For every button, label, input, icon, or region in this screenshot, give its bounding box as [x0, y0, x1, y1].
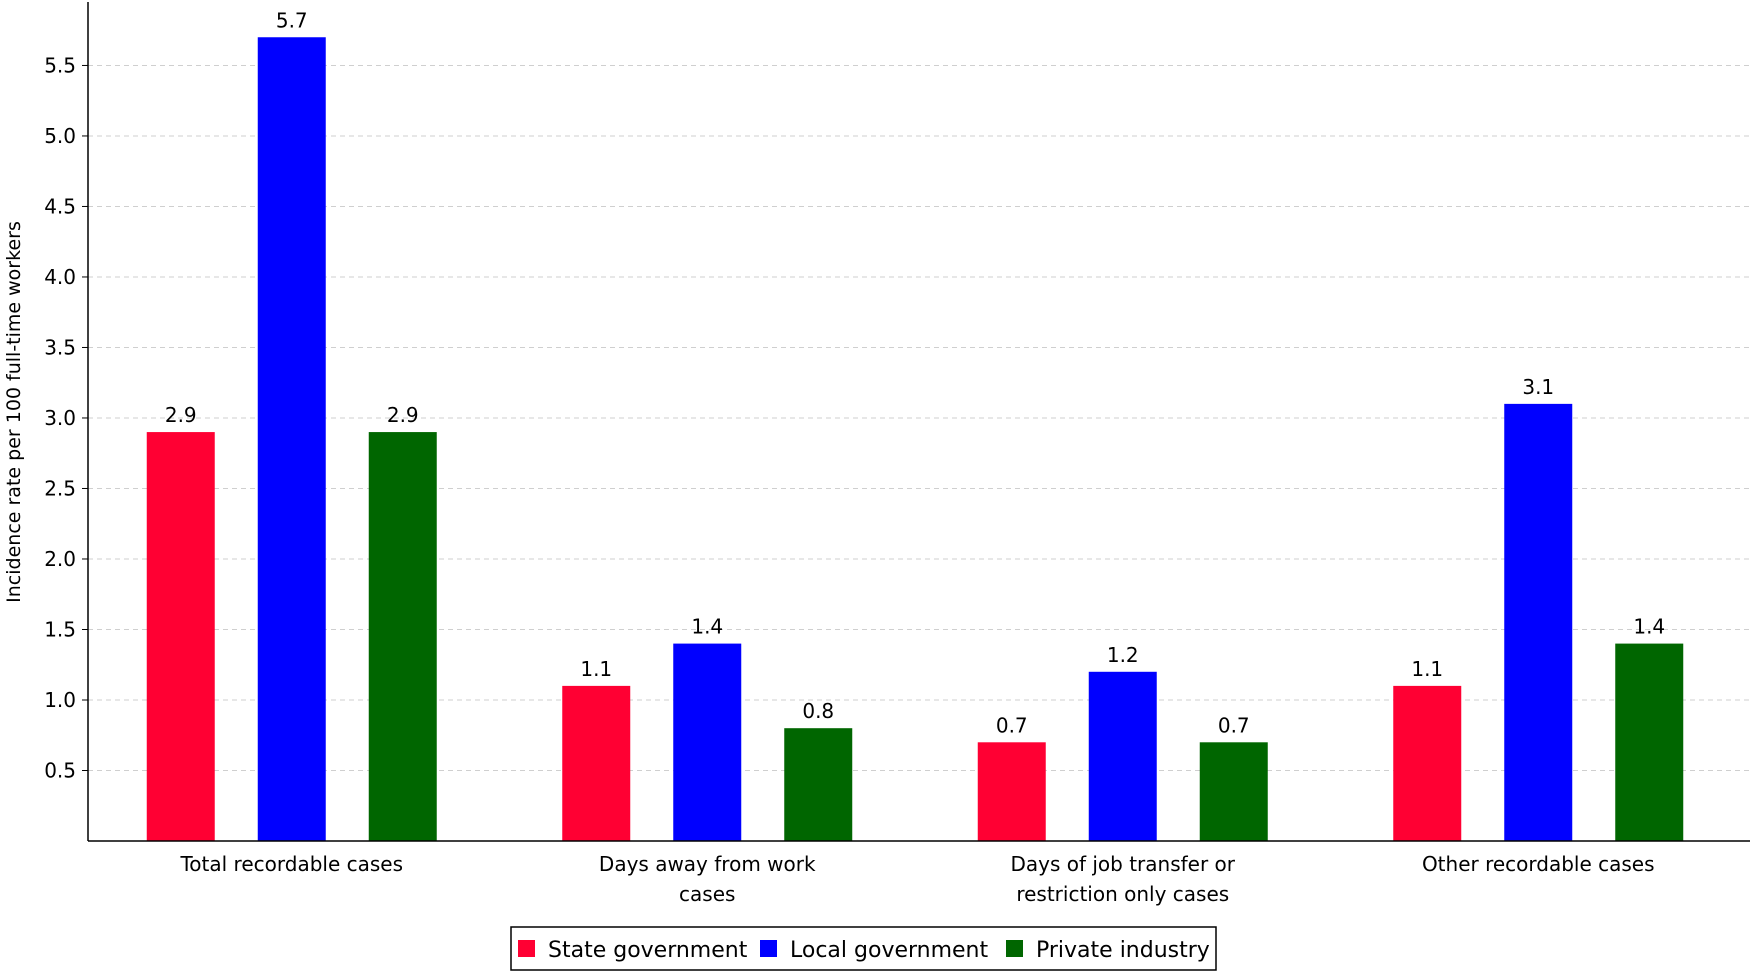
legend-label: State government	[548, 938, 748, 963]
data-label: 0.7	[996, 713, 1028, 737]
legend-swatch	[1006, 940, 1023, 957]
data-label: 2.9	[165, 403, 197, 427]
y-tick-label: 5.0	[44, 124, 76, 148]
bar	[1088, 671, 1157, 841]
bar	[1393, 685, 1462, 841]
data-label: 1.4	[1633, 615, 1665, 639]
data-label: 5.7	[276, 8, 308, 32]
bar	[257, 37, 326, 842]
bar	[977, 742, 1046, 841]
bar	[1615, 643, 1684, 841]
bar	[673, 643, 742, 841]
axes	[87, 2, 1750, 842]
data-label: 2.9	[387, 403, 419, 427]
data-label: 1.1	[1411, 657, 1443, 681]
category-labels: Total recordable cases Days away from wor…	[179, 852, 1654, 906]
y-tick-labels: 0.5 1.0 1.5 2.0 2.5 3.0 3.5 4.0 4.5 5.0 5.5	[44, 53, 88, 782]
y-tick-label: 1.5	[44, 617, 76, 641]
data-label: 1.4	[691, 615, 723, 639]
data-label: 0.8	[802, 699, 834, 723]
data-label: 3.1	[1522, 375, 1554, 399]
data-label: 0.7	[1218, 713, 1250, 737]
y-tick-label: 5.5	[44, 53, 76, 77]
y-tick-label: 3.0	[44, 406, 76, 430]
category-label: Days of job transfer or	[1010, 852, 1235, 876]
category-label: cases	[679, 882, 735, 906]
legend: State government Local government Private …	[510, 926, 1217, 971]
category-label: Other recordable cases	[1422, 852, 1655, 876]
legend-swatch	[518, 940, 535, 957]
bar	[368, 432, 437, 841]
y-tick-label: 4.0	[44, 265, 76, 289]
y-tick-label: 1.0	[44, 688, 76, 712]
bar	[784, 728, 853, 841]
y-tick-label: 0.5	[44, 758, 76, 782]
category-label: Total recordable cases	[179, 852, 403, 876]
bar	[1504, 403, 1573, 841]
legend-swatch	[760, 940, 777, 957]
bar	[146, 432, 215, 841]
legend-label: Private industry	[1036, 938, 1210, 963]
legend-label: Local government	[790, 938, 989, 963]
data-label: 1.1	[580, 657, 612, 681]
bars	[146, 37, 1684, 842]
bar	[562, 685, 631, 841]
bar	[1199, 742, 1268, 841]
y-tick-label: 4.5	[44, 194, 76, 218]
gridlines	[88, 64, 1750, 771]
y-tick-label: 2.5	[44, 476, 76, 500]
legend-box	[510, 926, 1217, 971]
y-axis-title: Incidence rate per 100 full-time workers	[3, 221, 25, 603]
y-tick-label: 2.0	[44, 547, 76, 571]
y-tick-label: 3.5	[44, 335, 76, 359]
data-label: 1.2	[1107, 643, 1139, 667]
category-label: Days away from work	[599, 852, 816, 876]
category-label: restriction only cases	[1016, 882, 1229, 906]
data-labels: 2.9 5.7 2.9 1.1 1.4 0.8 0.7 1.2 0.7 1.1 3.1 1.4	[165, 8, 1665, 737]
